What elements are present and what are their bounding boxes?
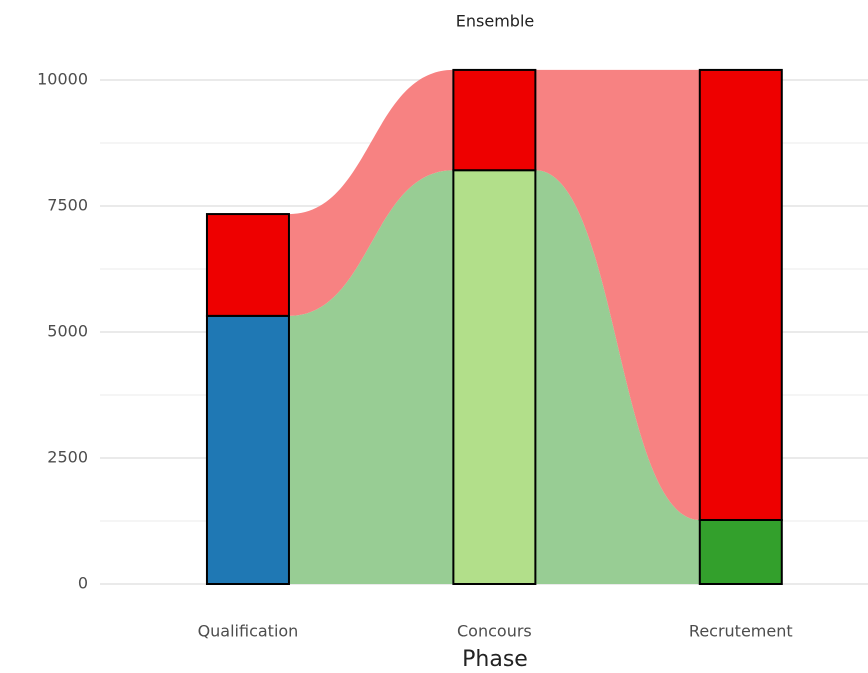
y-tick-label: 0	[78, 574, 88, 593]
flow	[206, 69, 782, 520]
y-tick-label: 2500	[47, 448, 88, 467]
stratum	[205, 213, 290, 317]
stratum	[452, 169, 537, 585]
x-tick-label: Recrutement	[689, 622, 793, 641]
stratum	[698, 518, 783, 586]
y-tick-label: 7500	[47, 196, 88, 215]
stratum	[205, 314, 290, 585]
stratum	[698, 68, 783, 521]
chart-title: Ensemble	[456, 12, 534, 31]
y-tick-label: 10000	[37, 70, 88, 89]
x-tick-label: Concours	[457, 622, 532, 641]
y-tick-label: 5000	[47, 322, 88, 341]
x-tick-label: Qualification	[198, 622, 299, 641]
x-axis-label: Phase	[462, 647, 528, 672]
stratum	[452, 68, 537, 172]
